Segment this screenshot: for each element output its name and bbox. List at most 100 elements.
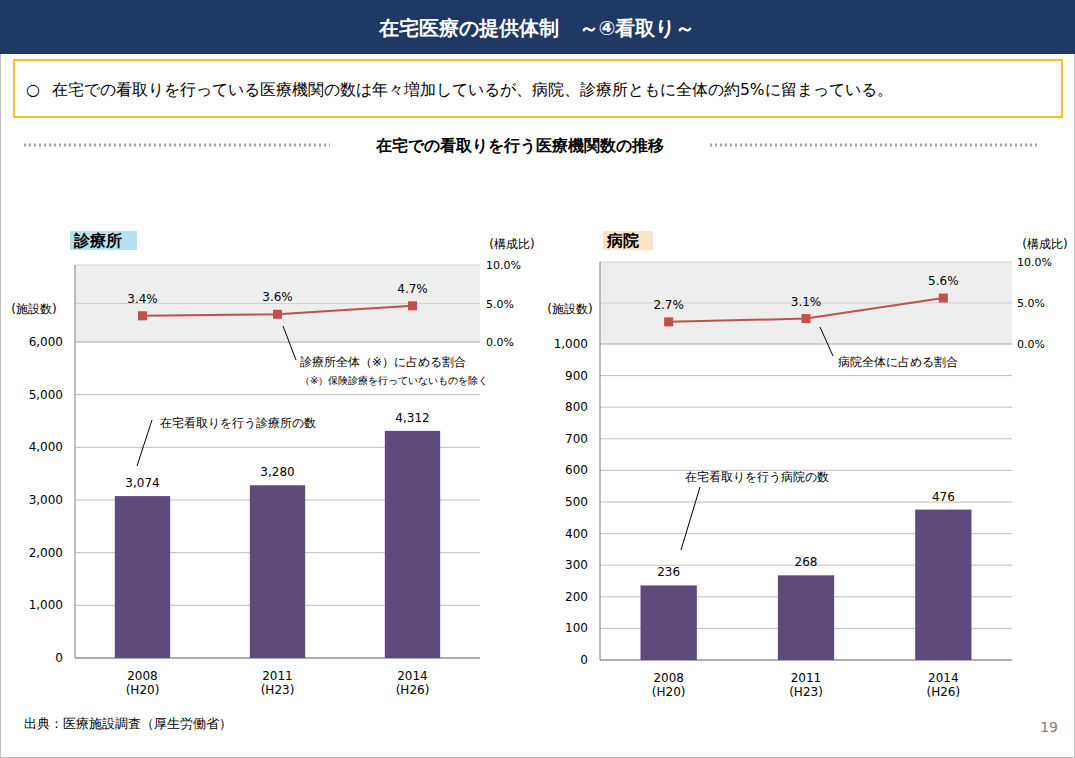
y-grid-line [75, 394, 480, 395]
y2-tick-label: 10.0% [1017, 256, 1052, 269]
y-tick-label: 6,000 [29, 335, 63, 349]
line-marker [802, 314, 811, 323]
y2-axis-line [75, 265, 76, 342]
y2-tick-label: 5.0% [486, 298, 514, 311]
section-rule [24, 144, 330, 147]
y-tick-label: 400 [565, 527, 588, 541]
line-marker [664, 317, 673, 326]
bar [915, 510, 971, 660]
annotation-leader [820, 327, 833, 356]
section-title: 在宅での看取りを行う医療機関数の推移 [375, 136, 664, 155]
y2-grid-line [600, 262, 1012, 263]
chart-note: （※）保険診療を行っていないものを除く [300, 375, 488, 386]
y-tick-label: 5,000 [29, 388, 63, 402]
y2-grid-line [600, 344, 1012, 345]
chart: 診療所 0.0% 5.0% 10.0% (構成比) 0 1,000 2,000 3,000 4,0… [11, 231, 534, 697]
x-tick-label: 2014(H26) [396, 669, 430, 697]
summary-text: 在宅での看取りを行っている医療機関の数は年々増加しているが、病院、診療所ともに全… [52, 81, 893, 99]
chart-title: 診療所 [73, 231, 122, 250]
bar-group [115, 431, 440, 658]
bar-group [641, 510, 972, 660]
line-value-label: 3.1% [791, 295, 822, 309]
line-marker [408, 301, 417, 310]
y-grid-line [75, 342, 480, 343]
bar [778, 575, 834, 660]
y-tick-label: 4,000 [29, 440, 63, 454]
y-tick-label: 500 [565, 495, 588, 509]
y2-axis-line [600, 262, 601, 344]
line-marker [273, 310, 282, 319]
x-tick-label: 2011(H23) [261, 669, 295, 697]
bar [385, 431, 440, 658]
y-tick-label: 100 [565, 621, 588, 635]
y-axis-line [75, 342, 76, 658]
line-value-label: 4.7% [397, 282, 428, 296]
y2-tick-label: 5.0% [1017, 297, 1045, 310]
source-note: 出典：医療施設調査（厚生労働省） [24, 716, 232, 731]
y-tick-label: 900 [565, 369, 588, 383]
y-grid-line [600, 438, 1012, 439]
annotation-leader [283, 326, 296, 360]
bar [641, 585, 697, 660]
y-tick-label: 700 [565, 432, 588, 446]
series-annotation: 診療所全体（※）に占める割合 [300, 355, 466, 369]
line-marker [939, 294, 948, 303]
y-grid-line [600, 407, 1012, 408]
y-axis-line [600, 344, 601, 660]
page-number: 19 [1040, 719, 1058, 735]
chart-title-bg [70, 231, 137, 250]
y-tick-label: 3,000 [29, 493, 63, 507]
y-tick-label: 1,000 [29, 598, 63, 612]
x-tick-label: 2008(H20) [652, 671, 686, 699]
line-panel [75, 265, 480, 342]
line-marker [138, 311, 147, 320]
slide-frame [1, 1, 1075, 758]
y-tick-label: 0 [55, 651, 63, 665]
series-annotation: 病院全体に占める割合 [838, 355, 958, 369]
y-tick-label: 2,000 [29, 546, 63, 560]
y-axis-label: (施設数) [11, 302, 56, 316]
bar-value-label: 236 [657, 565, 680, 579]
series-annotation: 在宅看取りを行う診療所の数 [160, 416, 316, 430]
line-panel [600, 262, 1012, 344]
line-value-label: 5.6% [928, 274, 959, 288]
y-tick-label: 200 [565, 590, 588, 604]
y-tick-label: 300 [565, 558, 588, 572]
annotation-leader [681, 487, 700, 550]
y2-axis-label: (構成比) [489, 237, 534, 251]
bar-value-label: 3,280 [260, 465, 294, 479]
y2-grid-line [75, 265, 480, 266]
chart-title-bg [603, 231, 653, 250]
line-group [664, 294, 948, 327]
y2-tick-label: 0.0% [486, 336, 514, 349]
chart-title: 病院 [606, 231, 639, 250]
y-tick-label: 600 [565, 463, 588, 477]
y-grid-line [600, 375, 1012, 376]
line-value-label: 3.4% [127, 292, 158, 306]
section-rule [710, 144, 1040, 147]
y2-axis-label: (構成比) [1022, 237, 1067, 251]
y2-tick-label: 0.0% [1017, 338, 1045, 351]
y2-grid-line [75, 342, 480, 343]
series-annotation: 在宅看取りを行う病院の数 [685, 470, 829, 484]
summary-bullet: ○ [26, 80, 40, 99]
y-axis-label: (施設数) [547, 302, 592, 316]
bar-value-label: 3,074 [125, 476, 159, 490]
x-tick-label: 2011(H23) [789, 671, 823, 699]
header-bar [0, 0, 1075, 54]
bar-value-label: 4,312 [395, 411, 429, 425]
x-tick-label: 2008(H20) [126, 669, 160, 697]
y-tick-label: 0 [580, 653, 588, 667]
y-tick-label: 800 [565, 400, 588, 414]
y-grid-line [600, 344, 1012, 345]
y-tick-label: 1,000 [554, 337, 588, 351]
line-value-label: 2.7% [653, 298, 684, 312]
x-tick-label: 2014(H26) [927, 671, 961, 699]
header-title: 在宅医療の提供体制 ～④看取り～ [378, 16, 696, 40]
bar [115, 496, 170, 658]
chart: 病院 0.0% 5.0% 10.0% (構成比) 0 100 200 300 400 500 600 7… [547, 231, 1067, 699]
bar-value-label: 268 [795, 555, 818, 569]
bar-value-label: 476 [932, 490, 955, 504]
y2-tick-label: 10.0% [486, 259, 521, 272]
annotation-leader [137, 420, 152, 466]
